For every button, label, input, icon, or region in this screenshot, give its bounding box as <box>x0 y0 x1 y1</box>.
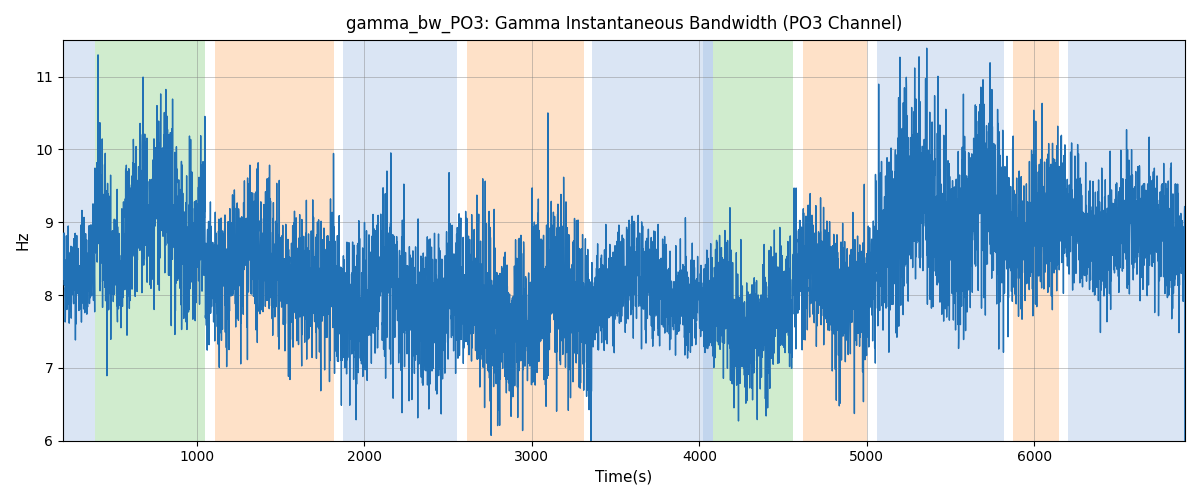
Bar <box>95 40 205 440</box>
Y-axis label: Hz: Hz <box>16 230 30 250</box>
Bar <box>713 40 793 440</box>
Bar <box>1068 40 1186 440</box>
Bar <box>343 40 456 440</box>
Bar <box>703 40 713 440</box>
Bar <box>216 40 335 440</box>
Bar <box>467 40 584 440</box>
Bar <box>592 40 703 440</box>
Title: gamma_bw_PO3: Gamma Instantaneous Bandwidth (PO3 Channel): gamma_bw_PO3: Gamma Instantaneous Bandwi… <box>346 15 902 34</box>
X-axis label: Time(s): Time(s) <box>595 470 653 485</box>
Bar <box>1013 40 1060 440</box>
Bar <box>877 40 1004 440</box>
Bar <box>64 40 95 440</box>
Bar <box>803 40 866 440</box>
